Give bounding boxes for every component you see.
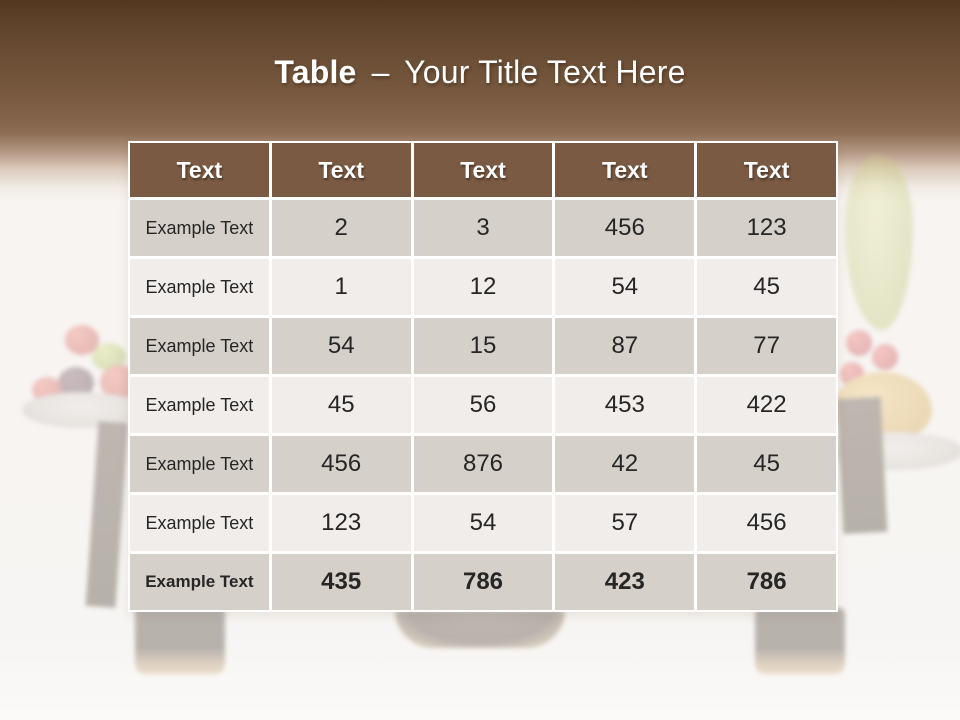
value-cell: 42 [555,436,695,492]
value-cell: 456 [697,495,836,551]
value-cell: 1 [271,259,411,315]
value-cell: 54 [413,495,553,551]
left-scale-foot [135,608,225,674]
row-label-cell: Example Text [130,495,269,551]
right-scale-pan [828,432,960,470]
value-cell: 422 [697,377,836,433]
value-cell: 123 [697,200,836,256]
left-scale-pan [22,392,142,428]
title-rest-text: Your Title Text Here [404,54,686,90]
value-cell: 786 [697,554,836,610]
value-cell: 45 [271,377,411,433]
value-cell: 456 [271,436,411,492]
right-scale-foot [755,608,845,674]
right-scale-pedestal [836,396,888,535]
value-cell: 423 [555,554,695,610]
row-label-cell: Example Text [130,436,269,492]
row-label-cell: Example Text [130,259,269,315]
value-cell: 435 [271,554,411,610]
right-pear-fruit [845,155,913,330]
value-cell: 12 [413,259,553,315]
right-yellow-fruit [832,372,932,442]
value-cell: 123 [271,495,411,551]
value-cell: 87 [555,318,695,374]
title-bold-text: Table [274,54,357,90]
value-cell: 56 [413,377,553,433]
right-berry-cluster [838,330,918,440]
value-cell: 786 [413,554,553,610]
header-cell: Text [271,143,411,197]
value-cell: 54 [271,318,411,374]
row-label-cell: Example Text [130,318,269,374]
value-cell: 3 [413,200,553,256]
header-cell: Text [413,143,553,197]
value-cell: 54 [555,259,695,315]
value-cell: 876 [413,436,553,492]
row-label-cell: Example Text [130,377,269,433]
center-scale-base [395,610,565,648]
value-cell: 15 [413,318,553,374]
slide-title: Table – Your Title Text Here [0,54,960,91]
value-cell: 45 [697,259,836,315]
value-cell: 45 [697,436,836,492]
header-cell: Text [697,143,836,197]
left-candy-cluster [30,325,140,410]
value-cell: 77 [697,318,836,374]
value-cell: 456 [555,200,695,256]
header-cell: Text [555,143,695,197]
header-cell: Text [130,143,269,197]
row-label-cell: Example Text [130,200,269,256]
value-cell: 453 [555,377,695,433]
left-scale-pedestal [85,421,129,608]
data-table: .hcell{background:#7b5a43;color:#fff;fon… [128,141,838,612]
row-label-cell: Example Text [130,554,269,610]
title-dash: – [371,54,390,90]
value-cell: 2 [271,200,411,256]
value-cell: 57 [555,495,695,551]
